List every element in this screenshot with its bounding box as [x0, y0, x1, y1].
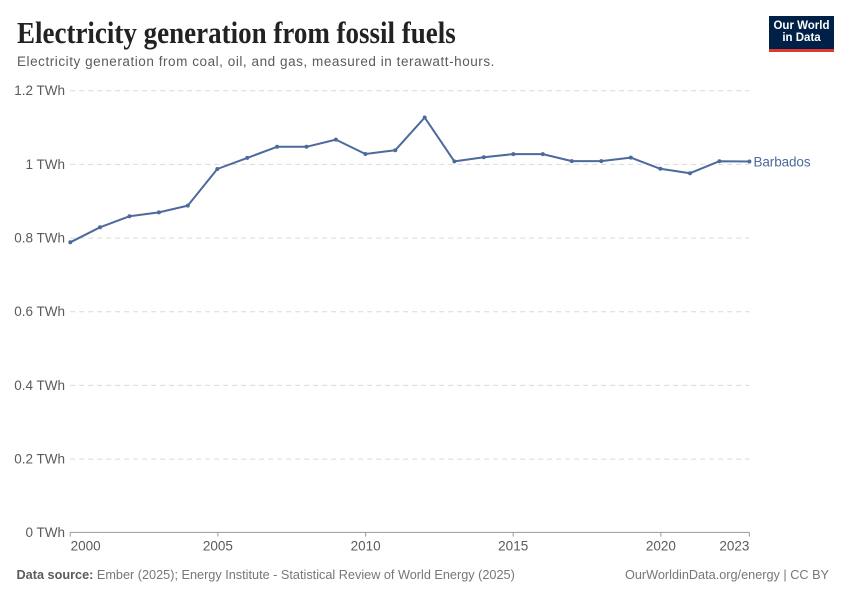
- svg-text:0.4 TWh: 0.4 TWh: [14, 378, 65, 393]
- svg-text:2020: 2020: [646, 539, 676, 554]
- svg-text:0.8 TWh: 0.8 TWh: [14, 231, 65, 246]
- svg-text:2015: 2015: [498, 539, 528, 554]
- svg-text:2010: 2010: [351, 539, 381, 554]
- svg-text:Barbados: Barbados: [754, 155, 811, 170]
- svg-text:0.6 TWh: 0.6 TWh: [14, 304, 65, 319]
- svg-text:1.2 TWh: 1.2 TWh: [14, 83, 65, 98]
- svg-text:2000: 2000: [71, 539, 101, 554]
- svg-text:0.2 TWh: 0.2 TWh: [14, 452, 65, 467]
- svg-text:2023: 2023: [719, 539, 749, 554]
- svg-text:2005: 2005: [203, 539, 233, 554]
- svg-text:0 TWh: 0 TWh: [25, 525, 65, 540]
- svg-text:1 TWh: 1 TWh: [25, 157, 65, 172]
